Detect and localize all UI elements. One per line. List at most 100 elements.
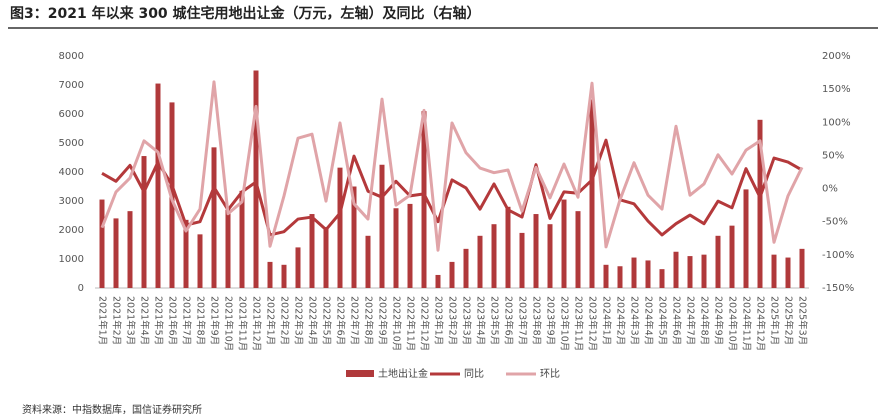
bar bbox=[183, 219, 189, 288]
bar bbox=[575, 211, 581, 288]
x-tick-label: 2024年10月 bbox=[727, 296, 739, 351]
bar bbox=[379, 164, 385, 288]
x-tick-label: 2022年9月 bbox=[377, 296, 389, 345]
bar bbox=[211, 147, 217, 288]
x-tick-label: 2025年1月 bbox=[769, 296, 781, 345]
x-tick-label: 2021年12月 bbox=[251, 296, 263, 351]
bar bbox=[435, 274, 441, 288]
x-tick-label: 2022年5月 bbox=[321, 296, 333, 345]
bar bbox=[505, 206, 511, 288]
bar bbox=[267, 261, 273, 288]
y-tick-label: 8000 bbox=[59, 51, 84, 62]
bar bbox=[561, 199, 567, 288]
line bbox=[100, 80, 804, 252]
bar bbox=[407, 203, 413, 288]
bar bbox=[225, 209, 231, 288]
bar bbox=[365, 235, 371, 288]
y2-tick-label: -150% bbox=[822, 283, 854, 294]
x-tick-label: 2024年6月 bbox=[671, 296, 683, 345]
bar bbox=[113, 218, 119, 288]
legend-swatch bbox=[346, 370, 374, 377]
bar bbox=[771, 254, 777, 288]
y-tick-label: 6000 bbox=[59, 109, 84, 120]
x-tick-label: 2022年8月 bbox=[363, 296, 375, 345]
bar bbox=[729, 225, 735, 288]
bar bbox=[141, 156, 147, 288]
legend-label: 土地出让金 bbox=[378, 367, 428, 380]
y2-tick-label: 0% bbox=[822, 184, 838, 195]
x-tick-label: 2024年1月 bbox=[601, 296, 613, 345]
x-tick-label: 2022年6月 bbox=[335, 296, 347, 345]
y2-tick-label: 100% bbox=[822, 117, 851, 128]
y-tick-label: 1000 bbox=[59, 254, 84, 265]
x-tick-label: 2025年3月 bbox=[797, 296, 809, 345]
y2-tick-label: -50% bbox=[822, 217, 848, 228]
bar bbox=[421, 111, 427, 288]
bar bbox=[799, 248, 805, 288]
x-tick-label: 2021年3月 bbox=[125, 296, 137, 345]
x-tick-label: 2021年1月 bbox=[97, 296, 109, 345]
bar bbox=[337, 167, 343, 288]
bar bbox=[659, 269, 665, 288]
x-tick-label: 2023年1月 bbox=[433, 296, 445, 345]
bar bbox=[393, 208, 399, 288]
x-tick-label: 2024年4月 bbox=[643, 296, 655, 345]
chart-title: 图3：2021 年以来 300 城住宅用地出让金（万元，左轴）及同比（右轴） bbox=[10, 5, 481, 22]
x-tick-label: 2022年4月 bbox=[307, 296, 319, 345]
x-tick-label: 2024年2月 bbox=[615, 296, 627, 345]
y-tick-label: 2000 bbox=[59, 225, 84, 236]
x-tick-label: 2023年10月 bbox=[559, 296, 571, 351]
line bbox=[101, 138, 803, 237]
y-tick-label: 7000 bbox=[59, 80, 84, 91]
x-tick-label: 2021年11月 bbox=[237, 296, 249, 351]
x-tick-label: 2023年6月 bbox=[503, 296, 515, 345]
x-tick-label: 2023年8月 bbox=[531, 296, 543, 345]
bar bbox=[253, 70, 259, 288]
x-tick-label: 2022年12月 bbox=[419, 296, 431, 351]
bar bbox=[645, 260, 651, 288]
bar bbox=[295, 247, 301, 288]
x-tick-label: 2022年3月 bbox=[293, 296, 305, 345]
x-tick-label: 2024年8月 bbox=[699, 296, 711, 345]
bar bbox=[687, 256, 693, 288]
bar bbox=[309, 214, 315, 288]
y-tick-label: 5000 bbox=[59, 138, 84, 149]
bar bbox=[757, 119, 763, 288]
x-tick-label: 2024年12月 bbox=[755, 296, 767, 351]
x-tick-label: 2023年4月 bbox=[475, 296, 487, 345]
x-tick-label: 2022年1月 bbox=[265, 296, 277, 345]
bar bbox=[547, 224, 553, 288]
x-tick-label: 2023年12月 bbox=[587, 296, 599, 351]
x-tick-label: 2022年11月 bbox=[405, 296, 417, 351]
x-tick-label: 2021年8月 bbox=[195, 296, 207, 345]
source-note: 资料来源：中指数据库，国信证券研究所 bbox=[22, 403, 202, 415]
x-tick-label: 2023年7月 bbox=[517, 296, 529, 345]
x-tick-label: 2023年9月 bbox=[545, 296, 557, 345]
bar bbox=[701, 254, 707, 288]
x-tick-label: 2024年3月 bbox=[629, 296, 641, 345]
y2-tick-label: 150% bbox=[822, 84, 851, 95]
y2-tick-label: 50% bbox=[822, 150, 844, 161]
y-tick-label: 0 bbox=[78, 283, 84, 294]
x-tick-label: 2024年9月 bbox=[713, 296, 725, 345]
x-tick-label: 2021年2月 bbox=[111, 296, 123, 345]
bar bbox=[743, 189, 749, 288]
x-tick-label: 2021年4月 bbox=[139, 296, 151, 345]
bar bbox=[197, 234, 203, 288]
bar bbox=[519, 232, 525, 288]
bar bbox=[533, 214, 539, 288]
x-tick-label: 2024年11月 bbox=[741, 296, 753, 351]
bar bbox=[617, 266, 623, 288]
x-tick-label: 2022年10月 bbox=[391, 296, 403, 351]
x-tick-label: 2024年5月 bbox=[657, 296, 669, 345]
x-tick-label: 2021年7月 bbox=[181, 296, 193, 345]
x-tick-label: 2022年2月 bbox=[279, 296, 291, 345]
x-tick-label: 2021年9月 bbox=[209, 296, 221, 345]
bar bbox=[631, 257, 637, 288]
legend-label: 同比 bbox=[464, 368, 484, 380]
y-tick-label: 4000 bbox=[59, 167, 84, 178]
bar bbox=[127, 211, 133, 288]
x-tick-label: 2021年10月 bbox=[223, 296, 235, 351]
bar bbox=[463, 248, 469, 288]
